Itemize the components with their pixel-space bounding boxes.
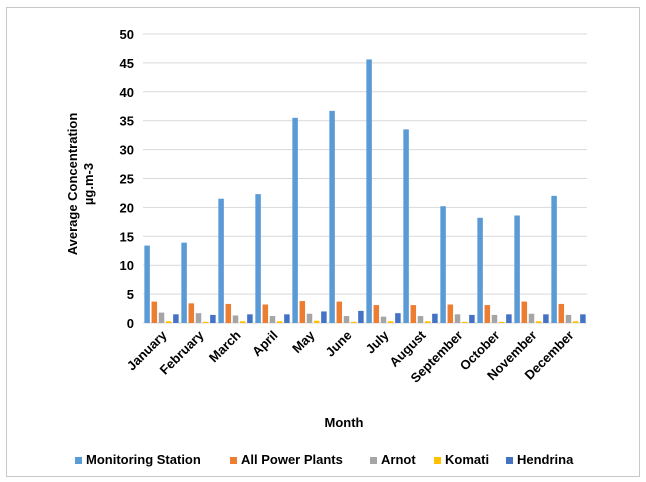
y-tick-label: 0 <box>127 316 134 331</box>
bar-arnot-february <box>195 313 202 323</box>
legend-swatch <box>75 457 82 464</box>
bar-hendrina-june <box>358 310 364 323</box>
bar-hendrina-march <box>247 314 253 323</box>
bar-arnot-july <box>380 316 387 323</box>
legend-label: Monitoring Station <box>86 452 201 467</box>
legend-label: Komati <box>445 452 489 467</box>
y-axis-tick-labels: 0 5 10 15 20 25 30 35 40 45 50 <box>120 27 134 331</box>
bar-hendrina-april <box>284 314 290 323</box>
bar-monitoring-station-july <box>366 59 372 324</box>
gridlines <box>143 33 587 324</box>
legend-swatch <box>370 457 377 464</box>
bar-hendrina-november <box>543 314 549 323</box>
bar-monitoring-station-september <box>440 206 446 323</box>
y-tick-label: 25 <box>120 172 134 187</box>
x-tick-label: July <box>363 327 393 357</box>
bar-komati-may <box>313 320 320 323</box>
bar-monitoring-station-november <box>514 215 520 323</box>
bar-monitoring-station-may <box>292 117 298 323</box>
bar-all-power-plants-november <box>521 301 528 323</box>
y-tick-label: 15 <box>120 229 134 244</box>
legend-label: Hendrina <box>517 452 574 467</box>
bar-arnot-june <box>343 316 350 323</box>
bar-all-power-plants-october <box>484 305 491 323</box>
bar-arnot-may <box>306 313 313 323</box>
bar-monitoring-station-january <box>144 245 150 323</box>
y-tick-label: 50 <box>120 27 134 42</box>
bar-komati-february <box>202 321 209 323</box>
y-tick-label: 20 <box>120 200 134 215</box>
bar-komati-april <box>276 321 283 323</box>
bar-all-power-plants-december <box>558 303 565 323</box>
bar-komati-december <box>572 321 579 323</box>
legend: Monitoring Station All Power Plants Arnot K… <box>75 452 574 467</box>
bar-arnot-january <box>158 312 165 323</box>
bar-komati-november <box>535 321 542 323</box>
bar-arnot-april <box>269 316 276 323</box>
bar-all-power-plants-august <box>410 305 417 323</box>
legend-swatch <box>230 457 237 464</box>
legend-label: All Power Plants <box>241 452 343 467</box>
y-tick-label: 5 <box>127 287 134 302</box>
chart-frame: 0 5 10 15 20 25 30 35 40 45 50 January February Marc… <box>6 7 640 477</box>
bar-arnot-march <box>232 315 239 323</box>
y-tick-label: 30 <box>120 143 134 158</box>
bar-monitoring-station-december <box>551 195 557 323</box>
x-axis-title: Month <box>325 415 364 430</box>
bar-all-power-plants-may <box>299 301 306 323</box>
x-tick-label: May <box>289 327 318 356</box>
x-tick-label: March <box>206 327 244 365</box>
bar-arnot-september <box>454 314 461 323</box>
bar-hendrina-july <box>395 313 401 323</box>
y-tick-label: 10 <box>120 258 134 273</box>
bar-arnot-october <box>491 314 498 323</box>
bar-arnot-december <box>565 314 572 323</box>
bar-arnot-november <box>528 313 535 323</box>
x-tick-label: April <box>249 328 281 360</box>
bar-monitoring-station-february <box>181 242 187 323</box>
bar-komati-august <box>424 321 431 323</box>
bar-all-power-plants-july <box>373 305 380 323</box>
x-tick-label: June <box>323 328 355 360</box>
bar-all-power-plants-january <box>151 301 158 323</box>
y-axis-title-line-1: Average Concentration <box>65 113 80 256</box>
bar-all-power-plants-september <box>447 304 454 323</box>
bar-monitoring-station-june <box>329 110 335 324</box>
bar-komati-october <box>498 321 505 323</box>
bar-hendrina-february <box>210 314 216 323</box>
bar-monitoring-station-april <box>255 194 261 323</box>
bar-arnot-august <box>417 316 424 323</box>
bar-all-power-plants-march <box>225 303 232 323</box>
bar-hendrina-may <box>321 311 327 323</box>
bar-all-power-plants-april <box>262 304 269 323</box>
bar-komati-june <box>350 321 357 323</box>
legend-swatch <box>434 457 441 464</box>
bar-monitoring-station-october <box>477 217 483 323</box>
bar-komati-july <box>387 321 394 323</box>
bar-hendrina-january <box>173 314 179 323</box>
bar-monitoring-station-march <box>218 198 224 323</box>
y-tick-label: 40 <box>120 85 134 100</box>
bars <box>144 59 586 324</box>
bar-monitoring-station-august <box>403 129 409 323</box>
bar-hendrina-august <box>432 313 438 323</box>
bar-hendrina-october <box>506 314 512 323</box>
y-axis-title-line-2: µg.m-3 <box>81 163 96 205</box>
legend-label: Arnot <box>381 452 416 467</box>
bar-hendrina-december <box>580 314 586 323</box>
bar-all-power-plants-june <box>336 301 343 323</box>
legend-swatch <box>506 457 513 464</box>
bar-all-power-plants-february <box>188 303 195 323</box>
bar-hendrina-september <box>469 314 475 323</box>
bar-komati-september <box>461 321 468 323</box>
bar-komati-january <box>165 321 172 323</box>
y-tick-label: 45 <box>120 56 134 71</box>
y-tick-label: 35 <box>120 114 134 129</box>
bar-komati-march <box>239 321 246 323</box>
